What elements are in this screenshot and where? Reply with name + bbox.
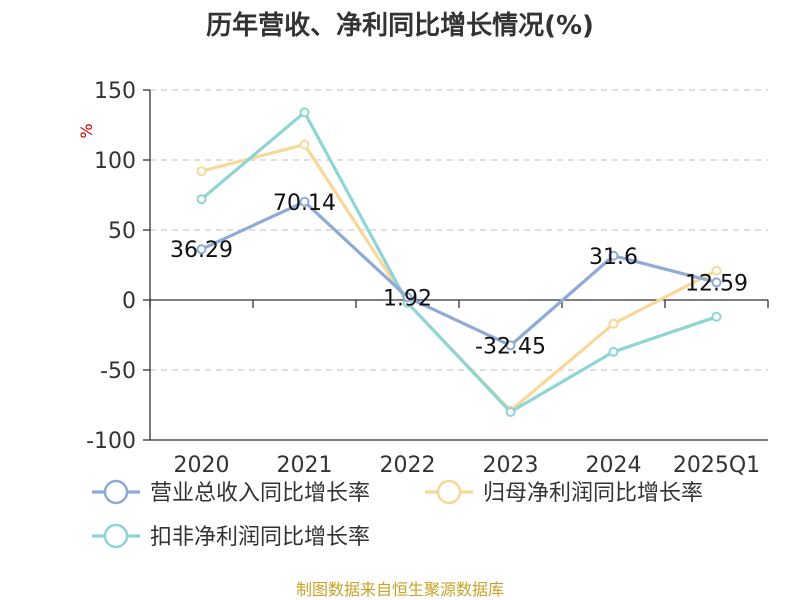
data-point (608, 318, 619, 329)
legend-item[interactable]: 归母净利润同比增长率 (425, 479, 703, 506)
x-tick-label: 2021 (277, 453, 333, 478)
series-line (200, 110, 718, 414)
series-line (201, 143, 718, 413)
data-labels: 36.29 70.14 1.92 -32.45 31.6 12.59 (170, 191, 748, 360)
y-tick-label: -100 (86, 429, 136, 454)
legend-swatch-marker (103, 523, 129, 549)
legend-label: 营业总收入同比增长率 (150, 481, 370, 506)
source-note: 制图数据来自恒生聚源数据库 (296, 580, 504, 599)
legend-label: 归母净利润同比增长率 (483, 481, 703, 506)
legend-swatch-marker (436, 479, 462, 505)
data-point (505, 340, 516, 351)
data-point (196, 244, 207, 255)
data-point (608, 346, 619, 357)
data-point (711, 277, 722, 288)
data-label: -32.45 (475, 334, 546, 359)
y-tick-label: -50 (100, 359, 136, 384)
data-label: 12.59 (685, 271, 748, 296)
legend-item[interactable]: 营业总收入同比增长率 (92, 479, 370, 506)
data-point (196, 166, 207, 177)
data-point (711, 311, 722, 322)
data-point (505, 407, 516, 417)
data-label: 70.14 (273, 191, 336, 216)
chart-title: 历年营收、净利同比增长情况(%) (206, 10, 594, 41)
series-line (200, 200, 717, 348)
axes: 150 100 50 0 -50 -100 2020 2021 2022 2023 2024 2025… (86, 79, 769, 478)
x-tick-label: 2020 (174, 453, 230, 478)
y-axis-unit: % (77, 123, 96, 138)
data-point (402, 292, 413, 303)
data-label: 31.6 (589, 245, 638, 270)
data-label: 1.92 (383, 286, 432, 311)
series-lines (196, 107, 722, 417)
data-point (299, 196, 310, 207)
data-point (299, 139, 310, 150)
x-tick-label: 2025Q1 (673, 453, 760, 478)
grid-lines (150, 89, 768, 441)
x-tick-label: 2023 (483, 453, 539, 478)
data-label: 36.29 (170, 238, 233, 263)
x-tick-label: 2024 (586, 453, 642, 478)
x-tick-label: 2022 (380, 453, 436, 478)
legend-label: 扣非净利润同比增长率 (150, 525, 370, 550)
y-tick-label: 50 (108, 219, 136, 244)
data-point (608, 250, 619, 261)
data-point (196, 194, 207, 205)
legend-item[interactable]: 扣非净利润同比增长率 (92, 523, 370, 550)
data-point (711, 265, 722, 276)
legend-swatch-marker (103, 479, 129, 505)
y-tick-label: 150 (94, 79, 136, 104)
y-tick-label: 0 (122, 289, 136, 314)
y-tick-label: 100 (94, 149, 136, 174)
data-point (299, 107, 310, 118)
